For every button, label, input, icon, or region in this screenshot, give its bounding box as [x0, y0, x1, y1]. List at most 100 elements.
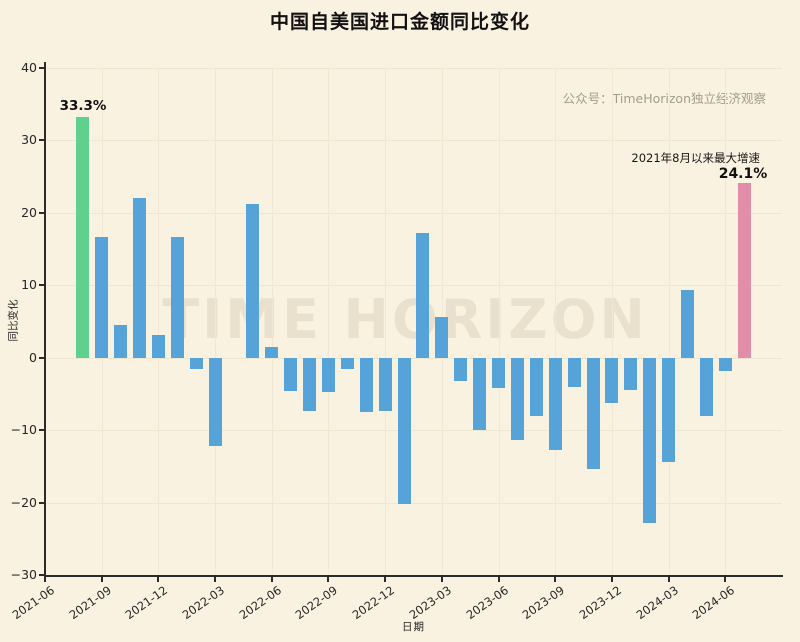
x-tick-mark: [157, 577, 160, 582]
bar-2023-11: [586, 357, 600, 469]
bar-2022-10: [340, 357, 354, 370]
bar-2023-01: [397, 357, 411, 504]
note-max-growth: 2021年8月以来最大增速: [631, 151, 760, 165]
value-label-first-bar: 33.3%: [59, 98, 107, 114]
bar-2023-02: [416, 233, 430, 358]
bar-2021-12: [151, 335, 165, 358]
y-tick-label: 20: [21, 204, 37, 220]
y-tick-mark: [39, 356, 44, 359]
x-tick-label: 2021-12: [123, 583, 171, 623]
x-tick-label: 2022-09: [293, 583, 341, 623]
bar-2022-06: [265, 346, 279, 358]
y-tick-mark: [39, 429, 44, 432]
y-axis-spine: [44, 62, 46, 576]
bar-2022-07: [284, 357, 298, 392]
x-tick-mark: [610, 577, 613, 582]
gridline-x-2022-12: [385, 68, 387, 575]
bar-2023-09: [548, 357, 562, 450]
y-tick-mark: [39, 67, 44, 69]
gridline-x-2022-03: [215, 68, 217, 575]
x-tick-label: 2022-12: [349, 583, 398, 623]
x-tick-mark: [667, 577, 670, 582]
gridline-x-2022-06: [271, 68, 273, 575]
x-tick-mark: [327, 577, 330, 582]
x-tick-label: 2023-12: [576, 583, 624, 623]
bar-2023-05: [473, 357, 487, 431]
bar-2021-11: [132, 197, 146, 358]
x-tick-mark: [724, 577, 727, 582]
bar-2024-05: [699, 357, 713, 416]
bar-2024-06: [718, 357, 732, 371]
gridline-x-2024-06: [725, 68, 727, 575]
bar-2022-12: [378, 357, 392, 412]
bar-2022-09: [321, 357, 335, 393]
bar-2022-01: [170, 236, 184, 358]
x-axis-spine: [44, 575, 783, 577]
x-tick-mark: [440, 577, 443, 582]
x-tick-label: 2024-06: [689, 583, 738, 623]
x-tick-label: 2021-06: [9, 583, 58, 623]
y-tick-label: −30: [10, 567, 37, 582]
y-tick-label: 30: [21, 132, 37, 148]
y-tick-label: −10: [10, 422, 37, 438]
x-tick-label: 2023-06: [463, 583, 511, 623]
bar-2024-07: [737, 183, 751, 358]
x-tick-mark: [44, 577, 46, 582]
gridline-x-2023-12: [611, 68, 613, 575]
bar-2023-06: [492, 357, 506, 389]
gridline-y--20: [46, 502, 782, 504]
gridline-x-2023-09: [555, 68, 557, 575]
y-tick-label: 10: [21, 277, 37, 293]
bar-2022-11: [359, 357, 373, 413]
x-tick-label: 2022-03: [179, 583, 228, 623]
bar-2024-02: [643, 357, 657, 523]
x-tick-mark: [554, 577, 557, 582]
gridline-y-30: [46, 140, 782, 142]
y-tick-label: 40: [21, 60, 37, 75]
y-tick-mark: [39, 284, 44, 287]
x-tick-label: 2021-09: [66, 583, 114, 623]
gridline-y-20: [46, 212, 782, 214]
gridline-y-40: [46, 68, 782, 69]
source-note: 公众号：TimeHorizon独立经济观察: [562, 91, 766, 106]
x-tick-mark: [384, 577, 387, 582]
x-tick-mark: [214, 577, 217, 582]
x-tick-mark: [100, 577, 103, 582]
bar-2021-10: [114, 325, 128, 358]
y-tick-label: 0: [29, 349, 37, 365]
bar-2024-04: [681, 290, 694, 358]
bar-2024-01: [624, 357, 638, 390]
gridline-y--10: [46, 430, 782, 432]
y-tick-label: −20: [10, 494, 37, 510]
bar-2022-02: [189, 357, 203, 369]
x-tick-mark: [270, 577, 273, 582]
bar-2023-07: [510, 357, 524, 441]
gridline-x-2023-06: [498, 68, 500, 575]
value-label-last-bar: 24.1%: [718, 166, 768, 182]
bar-2023-03: [435, 317, 449, 358]
y-tick-mark: [39, 211, 44, 214]
y-tick-mark: [39, 139, 44, 142]
gridline-y-0: [46, 357, 782, 359]
bar-2022-03: [208, 357, 222, 447]
bar-2023-10: [567, 357, 581, 387]
x-tick-label: 2023-03: [406, 583, 454, 623]
gridline-x-2021-12: [158, 68, 160, 575]
chart-title: 中国自美国进口金额同比变化: [269, 11, 530, 33]
bar-2021-09: [95, 237, 109, 358]
bar-2024-03: [662, 357, 676, 462]
bar-2023-12: [605, 357, 619, 404]
x-tick-mark: [497, 577, 500, 582]
bar-2021-08: [76, 116, 90, 358]
x-tick-label: 2024-03: [633, 583, 681, 623]
bar-2022-08: [303, 357, 317, 412]
y-axis-label: 同比变化: [7, 299, 20, 342]
x-tick-label: 2023-09: [519, 583, 568, 623]
y-tick-mark: [39, 501, 44, 504]
bar-2023-08: [529, 357, 543, 416]
gridline-x-2024-03: [668, 68, 670, 575]
x-axis-label: 日期: [402, 621, 425, 633]
bar-2022-05: [246, 204, 260, 358]
